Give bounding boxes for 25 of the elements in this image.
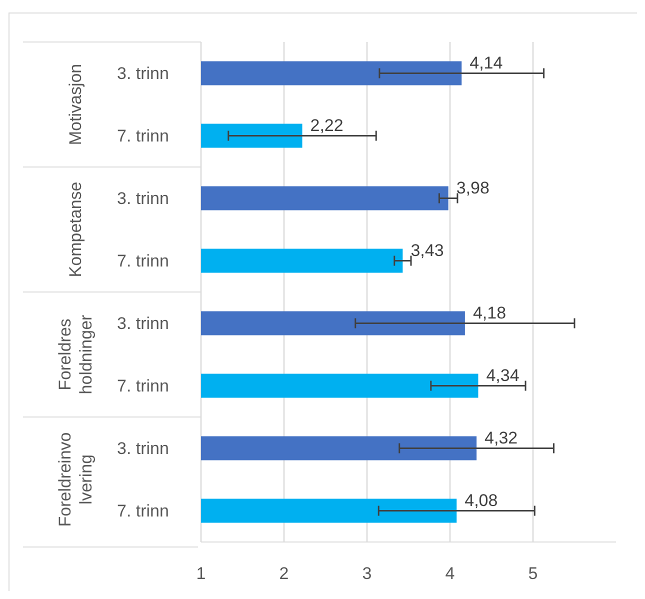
data-label: 3,43 bbox=[410, 240, 444, 260]
x-tick-label: 3 bbox=[362, 564, 372, 583]
y-tick-label: Kompetanse bbox=[66, 182, 85, 278]
x-tick-label: 4 bbox=[445, 564, 455, 583]
text: 3. trinn bbox=[117, 439, 169, 458]
data-label: 4,18 bbox=[472, 303, 506, 322]
text: 7. trinn bbox=[117, 502, 169, 521]
x-tick-label: 1 bbox=[196, 564, 206, 583]
y-tick-label: Foreldres holdninger bbox=[55, 314, 96, 394]
data-label: 4,34 bbox=[486, 366, 520, 385]
y-tick-label: Foreldreinvolvering bbox=[55, 432, 96, 527]
text: 7. trinn bbox=[117, 252, 169, 271]
series-label: 7. trinn bbox=[117, 126, 169, 146]
y-tick-label: Motivasjon bbox=[66, 64, 85, 146]
text: 3. trinn bbox=[117, 189, 169, 208]
data-label: 4,32 bbox=[484, 428, 518, 448]
data-label: 2,22 bbox=[310, 116, 344, 135]
x-tick-label: 5 bbox=[528, 564, 538, 583]
text: 3. trinn bbox=[117, 314, 169, 334]
x-tick-label: 2 bbox=[279, 564, 289, 583]
data-label: 4,14 bbox=[470, 53, 503, 72]
text: 7. trinn bbox=[117, 376, 169, 396]
data-label: 4,08 bbox=[464, 490, 498, 510]
series-label: 3. trinn bbox=[117, 64, 169, 84]
data-label: 3,98 bbox=[456, 178, 490, 198]
